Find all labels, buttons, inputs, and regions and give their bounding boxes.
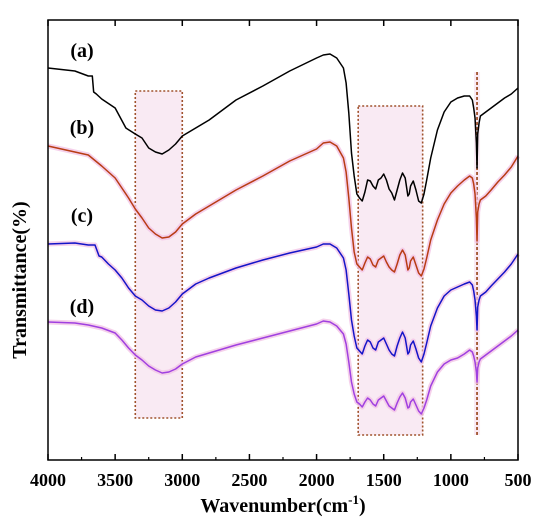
plot-frame [47,19,519,461]
series-b-line [47,141,519,277]
x-tick-label-3000: 3000 [164,470,200,490]
highlight-box-1 [134,90,184,419]
series-label-b: (b) [70,117,94,139]
series-labels: (a) (b) (c) (d) [70,40,94,318]
series-label-c: (c) [71,205,93,227]
x-axis-title: Wavenumber(cm-1) [200,492,365,517]
x-tick-label-4000: 4000 [30,470,66,490]
x-axis-ticks: 4000 3500 3000 2500 2000 1500 1000 500 [30,20,532,490]
series-d-halo [47,318,520,417]
series-c-line [47,242,519,363]
series-d-line [47,320,519,415]
y-axis-title: Transmittance(%) [9,201,31,358]
x-tick-label-1000: 1000 [433,470,469,490]
x-tick-label-500: 500 [505,470,532,490]
x-tick-label-3500: 3500 [97,470,133,490]
series-c-halo [47,240,521,365]
series-label-d: (d) [70,296,94,318]
x-tick-label-1500: 1500 [366,470,402,490]
series-a-line [47,53,519,204]
series-layer [47,53,521,417]
x-tick-label-2500: 2500 [231,470,267,490]
series-label-a: (a) [70,40,93,62]
x-tick-label-2000: 2000 [299,470,335,490]
